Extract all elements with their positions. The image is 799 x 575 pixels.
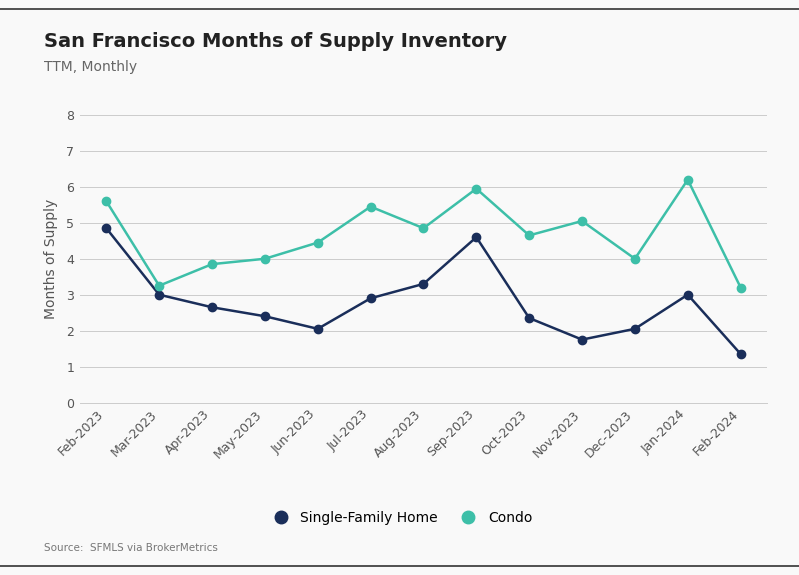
Single-Family Home: [260, 313, 270, 320]
Single-Family Home: [736, 351, 745, 358]
Condo: [683, 176, 693, 183]
Condo: [154, 282, 164, 289]
Single-Family Home: [524, 315, 534, 321]
Text: San Francisco Months of Supply Inventory: San Francisco Months of Supply Inventory: [44, 32, 507, 51]
Single-Family Home: [471, 233, 481, 240]
Condo: [207, 260, 217, 267]
Single-Family Home: [101, 225, 111, 232]
Legend: Single-Family Home, Condo: Single-Family Home, Condo: [267, 511, 532, 525]
Single-Family Home: [577, 336, 586, 343]
Single-Family Home: [419, 281, 428, 288]
Condo: [524, 232, 534, 239]
Single-Family Home: [630, 325, 640, 332]
Line: Single-Family Home: Single-Family Home: [102, 224, 745, 358]
Single-Family Home: [154, 291, 164, 298]
Single-Family Home: [683, 291, 693, 298]
Text: Source:  SFMLS via BrokerMetrics: Source: SFMLS via BrokerMetrics: [44, 543, 218, 553]
Single-Family Home: [366, 295, 376, 302]
Condo: [630, 255, 640, 262]
Condo: [736, 284, 745, 291]
Text: TTM, Monthly: TTM, Monthly: [44, 60, 137, 74]
Condo: [366, 203, 376, 210]
Line: Condo: Condo: [102, 175, 745, 292]
Single-Family Home: [207, 304, 217, 310]
Single-Family Home: [313, 325, 323, 332]
Condo: [419, 225, 428, 232]
Condo: [313, 239, 323, 246]
Y-axis label: Months of Supply: Months of Supply: [44, 198, 58, 319]
Condo: [101, 198, 111, 205]
Condo: [577, 217, 586, 224]
Condo: [260, 255, 270, 262]
Condo: [471, 185, 481, 192]
